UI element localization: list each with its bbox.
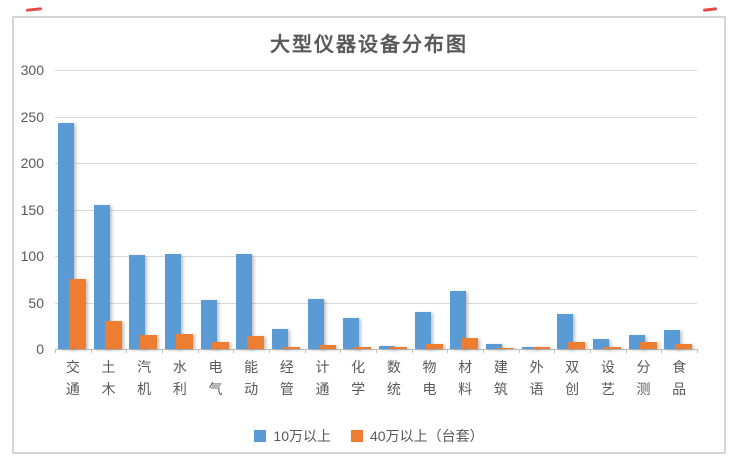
bar-series1-电气 — [200, 299, 217, 349]
bar-series2-物电 — [425, 344, 443, 349]
x-axis-label-双创: 双 创 — [565, 359, 580, 397]
gridline-100 — [55, 256, 697, 257]
x-axis-tick — [233, 349, 235, 353]
x-axis-label-经管: 经 管 — [279, 359, 294, 397]
x-axis-tick — [447, 349, 449, 353]
x-axis-label-土木: 土 木 — [101, 359, 116, 397]
x-axis-label-物电: 物 电 — [422, 359, 437, 397]
x-axis-label-分测: 分 测 — [636, 359, 651, 397]
y-axis-tick-label: 200 — [20, 155, 44, 171]
y-axis-tick-label: 0 — [36, 341, 44, 357]
bar-series2-食品 — [675, 344, 693, 349]
y-axis-tick-label: 250 — [20, 108, 44, 125]
bar-series2-建筑 — [497, 348, 514, 349]
x-axis-tick — [661, 349, 663, 353]
x-axis-tick — [304, 349, 306, 353]
red-annotation-mark-right — [702, 7, 718, 12]
bar-series1-汽机 — [129, 255, 146, 349]
bar-series1-食品 — [664, 330, 681, 349]
x-axis-label-外语: 外 语 — [529, 359, 544, 397]
x-axis-tick — [55, 349, 56, 353]
y-axis-tick-label: 300 — [20, 62, 44, 78]
bar-series1-经管 — [272, 329, 288, 349]
chart-title: 大型仪器设备分布图 — [270, 34, 468, 56]
bar-series2-设艺 — [604, 347, 621, 349]
x-axis-label-化学: 化 学 — [351, 359, 366, 397]
bar-series2-能动 — [247, 335, 265, 349]
x-axis-label-食品: 食 品 — [672, 359, 687, 397]
legend: 10万以上 40万以上（台套） — [12, 424, 726, 448]
bar-series1-物电 — [414, 311, 431, 349]
bar-series1-双创 — [557, 313, 574, 349]
bar-series2-数统 — [390, 347, 407, 349]
x-axis-tick — [269, 349, 270, 353]
bar-series2-材料 — [461, 337, 479, 349]
chart-frame — [12, 16, 726, 454]
y-axis-tick-label: 100 — [20, 248, 44, 264]
x-axis-label-计通: 计 通 — [315, 359, 330, 397]
x-axis-tick — [90, 349, 92, 353]
bar-series1-化学 — [343, 318, 360, 349]
bar-series1-水利 — [165, 254, 181, 349]
red-annotation-mark-left — [25, 7, 43, 12]
bar-series1-建筑 — [486, 344, 502, 349]
bar-series1-外语 — [521, 347, 538, 349]
gridline-250 — [55, 116, 697, 118]
legend-swatch-icon — [254, 430, 267, 442]
x-axis-label-交通: 交 通 — [65, 359, 80, 397]
bar-series2-化学 — [354, 347, 372, 349]
bar-series1-计通 — [307, 298, 324, 349]
x-axis-tick — [126, 349, 128, 353]
x-axis-label-电气: 电 气 — [208, 359, 223, 397]
x-axis-label-汽机: 汽 机 — [137, 359, 152, 397]
x-axis-label-能动: 能 动 — [244, 359, 259, 397]
y-axis-tick-label: 150 — [20, 201, 44, 218]
x-axis-label-数统: 数 统 — [386, 359, 401, 397]
bar-series1-设艺 — [593, 338, 609, 349]
bar-series2-经管 — [283, 347, 300, 349]
gridline-200 — [55, 163, 697, 164]
bar-series2-计通 — [318, 345, 336, 349]
x-axis-label-水利: 水 利 — [172, 359, 187, 397]
x-axis-tick — [197, 349, 199, 353]
x-axis-tick — [483, 349, 484, 353]
x-axis-tick — [697, 349, 698, 353]
bar-series1-能动 — [236, 254, 253, 349]
x-axis-tick — [340, 349, 342, 353]
gridline-150 — [55, 209, 697, 211]
bar-series2-汽机 — [140, 335, 158, 349]
bar-series1-材料 — [450, 291, 467, 349]
x-axis-tick — [376, 349, 377, 353]
legend-item-2: 40万以上（台套） — [351, 426, 484, 446]
x-axis-tick — [554, 349, 556, 353]
bar-series2-电气 — [211, 342, 229, 349]
legend-item-1: 10万以上 — [254, 426, 331, 446]
bar-series1-数统 — [379, 346, 395, 349]
x-axis-label-设艺: 设 艺 — [600, 359, 615, 397]
x-axis-tick — [625, 349, 627, 353]
bar-series2-外语 — [532, 347, 550, 349]
legend-swatch-icon — [351, 430, 363, 442]
x-axis-tick — [411, 349, 413, 353]
bar-series1-土木 — [93, 204, 110, 349]
bar-series2-双创 — [568, 341, 586, 349]
bar-series2-分测 — [639, 341, 657, 349]
legend-label: 40万以上（台套） — [370, 428, 484, 444]
y-axis-tick-label: 50 — [28, 294, 44, 311]
x-axis-label-材料: 材 料 — [458, 359, 473, 397]
x-axis-tick — [590, 349, 591, 353]
x-axis-label-建筑: 建 筑 — [493, 359, 508, 397]
bar-series2-水利 — [176, 334, 193, 349]
bar-series2-交通 — [69, 279, 86, 349]
gridline-50 — [55, 302, 697, 304]
x-axis-tick — [518, 349, 520, 353]
gridline-300 — [55, 70, 697, 71]
bar-series2-土木 — [104, 321, 122, 349]
x-axis-tick — [162, 349, 163, 353]
legend-label: 10万以上 — [273, 428, 331, 444]
